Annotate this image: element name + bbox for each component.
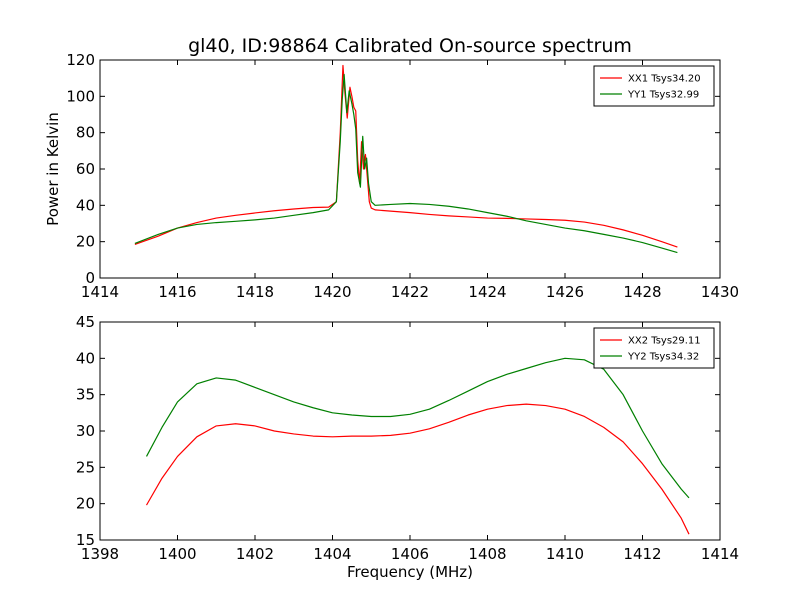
legend-entry-label: XX2 Tsys29.11 [628, 336, 701, 347]
y-tick-label: 0 [85, 269, 95, 287]
x-axis-label: Frequency (MHz) [347, 563, 473, 581]
series-line-2 [134, 73, 678, 254]
y-tick-label: 15 [76, 531, 95, 549]
x-tick-label: 1428 [623, 283, 661, 301]
y-tick-label: 80 [76, 124, 95, 142]
x-tick-label: 1426 [546, 283, 584, 301]
top-spectrum-plot: 1414 1416 1418 1420 1422 1424 1426 1428 1430 0 20 4… [44, 51, 739, 301]
x-tick-label: 1402 [236, 545, 274, 563]
legend-entry-label: YY2 Tsys34.32 [627, 352, 699, 363]
x-tick-label: 1420 [313, 283, 351, 301]
x-tick-label: 1424 [468, 283, 506, 301]
series-line-1 [145, 403, 690, 535]
legend: XX1 Tsys34.20 YY1 Tsys32.99 [593, 65, 715, 107]
legend-box [593, 65, 715, 107]
x-tick-label: 1414 [81, 283, 119, 301]
chart-title: gl40, ID:98864 Calibrated On-source spec… [188, 35, 632, 57]
y-tick-label: 35 [76, 386, 95, 404]
series-line-2 [145, 357, 690, 499]
x-tick-label: 1422 [391, 283, 429, 301]
y-tick-label: 60 [76, 160, 95, 178]
x-tick-label: 1398 [81, 545, 119, 563]
x-tick-label: 1410 [546, 545, 584, 563]
legend-box [593, 327, 715, 369]
y-tick-label: 40 [76, 196, 95, 214]
y-tick-label: 45 [76, 313, 95, 331]
x-tick-label: 1414 [701, 545, 739, 563]
y-tick-label: 25 [76, 458, 95, 476]
y-tick-label: 120 [66, 51, 95, 69]
y-axis-label: Power in Kelvin [44, 112, 62, 226]
legend-entry-label: XX1 Tsys34.20 [628, 74, 701, 85]
x-tick-label: 1416 [158, 283, 196, 301]
x-tick-label: 1400 [158, 545, 196, 563]
bottom-spectrum-plot: 1398 1400 1402 1404 1406 1408 1410 1412 1414 15 20… [76, 313, 739, 581]
y-tick-label: 100 [66, 87, 95, 105]
y-tick-label: 40 [76, 349, 95, 367]
x-tick-label: 1430 [701, 283, 739, 301]
x-tick-label: 1406 [391, 545, 429, 563]
x-tick-label: 1412 [623, 545, 661, 563]
series-line-1 [134, 64, 678, 248]
y-tick-label: 20 [76, 495, 95, 513]
x-tick-label: 1408 [468, 545, 506, 563]
legend: XX2 Tsys29.11 YY2 Tsys34.32 [593, 327, 715, 369]
y-tick-label: 20 [76, 233, 95, 251]
y-tick-label: 30 [76, 422, 95, 440]
legend-entry-label: YY1 Tsys32.99 [627, 90, 699, 101]
x-tick-label: 1404 [313, 545, 351, 563]
x-tick-label: 1418 [236, 283, 274, 301]
